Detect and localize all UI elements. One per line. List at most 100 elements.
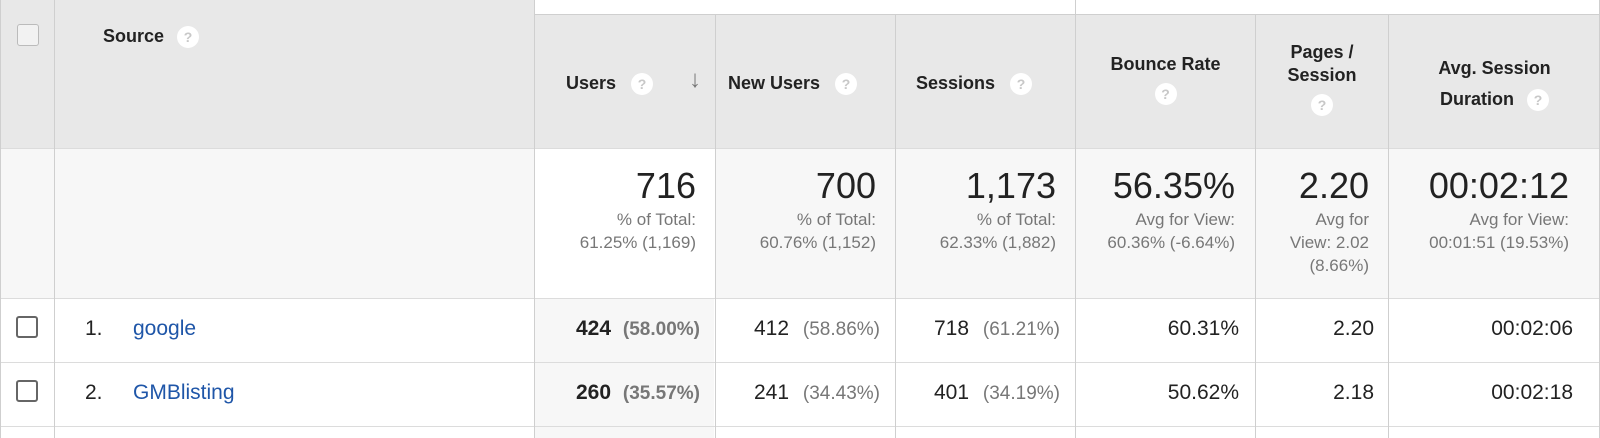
users-column-shade bbox=[534, 298, 714, 438]
users-cell: 260 (35.57%) bbox=[534, 381, 700, 405]
summary-row-left bbox=[0, 148, 534, 298]
sort-descending-icon[interactable]: ↓ bbox=[689, 66, 701, 93]
source-link[interactable]: google bbox=[133, 317, 197, 340]
summary-users-detail: % of Total: 61.25% (1,169) bbox=[534, 208, 696, 254]
summary-pages-session-line2: View: 2.02 bbox=[1289, 233, 1369, 252]
users-column-header[interactable]: Users ? bbox=[566, 73, 654, 96]
summary-pages-session-detail: Avg for View: 2.02 (8.66%) bbox=[1255, 208, 1369, 277]
source-header-label: Source bbox=[103, 26, 165, 46]
summary-new-users-line1: % of Total: bbox=[796, 210, 876, 229]
pages-session-cell: 2.18 bbox=[1333, 381, 1374, 404]
summary-users-line2: 61.25% (1,169) bbox=[579, 233, 696, 252]
pages-session-cell: 2.20 bbox=[1333, 317, 1374, 340]
row-number: 2. bbox=[85, 381, 103, 404]
sessions-percent: (61.21%) bbox=[982, 319, 1060, 340]
divider bbox=[534, 0, 535, 438]
header-top-strip bbox=[534, 0, 1600, 14]
sessions-cell: 401 (34.19%) bbox=[895, 381, 1060, 405]
avg-duration-cell: 00:02:18 bbox=[1491, 381, 1573, 404]
source-column-header[interactable]: Source ? bbox=[103, 26, 200, 49]
pages-session-header-line1: Pages / bbox=[1290, 42, 1354, 62]
summary-avg-duration-line1: Avg for View: bbox=[1469, 210, 1569, 229]
sessions-value: 718 bbox=[934, 317, 970, 340]
bounce-rate-header-label: Bounce Rate bbox=[1110, 54, 1221, 74]
summary-sessions-detail: % of Total: 62.33% (1,882) bbox=[895, 208, 1056, 254]
row-checkbox[interactable] bbox=[16, 316, 38, 338]
new-users-percent: (58.86%) bbox=[802, 319, 880, 340]
sessions-column-header[interactable]: Sessions ? bbox=[916, 73, 1033, 96]
select-all-checkbox[interactable] bbox=[17, 24, 39, 46]
new-users-cell: 241 (34.43%) bbox=[715, 381, 880, 405]
bounce-rate-cell: 60.31% bbox=[1167, 317, 1239, 340]
summary-bounce-rate-detail: Avg for View: 60.36% (-6.64%) bbox=[1075, 208, 1235, 254]
row-number: 1. bbox=[85, 317, 103, 340]
summary-new-users-value: 700 bbox=[815, 165, 876, 206]
summary-pages-session-line3: (8.66%) bbox=[1309, 256, 1369, 275]
help-icon[interactable]: ? bbox=[1527, 89, 1549, 112]
help-icon[interactable]: ? bbox=[631, 73, 654, 96]
divider bbox=[1075, 0, 1076, 438]
divider bbox=[715, 14, 716, 438]
bounce-rate-column-header[interactable]: Bounce Rate ? bbox=[1076, 53, 1255, 106]
avg-duration-header-line2: Duration bbox=[1439, 89, 1514, 109]
help-icon[interactable]: ? bbox=[177, 26, 200, 49]
table-header bbox=[0, 0, 1600, 148]
divider bbox=[54, 0, 55, 438]
help-icon[interactable]: ? bbox=[1311, 94, 1333, 117]
summary-row-right bbox=[715, 148, 1600, 298]
summary-sessions-line2: 62.33% (1,882) bbox=[939, 233, 1056, 252]
divider bbox=[895, 14, 896, 438]
pages-session-header-line2: Session bbox=[1287, 65, 1357, 85]
divider bbox=[0, 426, 1600, 427]
new-users-percent: (34.43%) bbox=[802, 383, 880, 404]
summary-avg-duration-detail: Avg for View: 00:01:51 (19.53%) bbox=[1388, 208, 1569, 254]
divider bbox=[1255, 14, 1256, 438]
summary-new-users-line2: 60.76% (1,152) bbox=[759, 233, 876, 252]
sessions-value: 401 bbox=[934, 381, 970, 404]
pages-session-column-header[interactable]: Pages / Session ? bbox=[1256, 41, 1388, 117]
summary-users-cell bbox=[534, 148, 714, 298]
summary-users-value: 716 bbox=[635, 165, 696, 206]
new-users-value: 412 bbox=[754, 317, 790, 340]
summary-sessions-line1: % of Total: bbox=[976, 210, 1056, 229]
row-checkbox[interactable] bbox=[16, 380, 38, 402]
source-link[interactable]: GMBlisting bbox=[133, 381, 235, 404]
divider bbox=[0, 148, 1600, 149]
avg-duration-cell: 00:02:06 bbox=[1491, 317, 1573, 340]
summary-sessions-value: 1,173 bbox=[965, 165, 1056, 206]
sessions-header-label: Sessions bbox=[916, 73, 996, 93]
new-users-value: 241 bbox=[754, 381, 790, 404]
summary-pages-session-value: 2.20 bbox=[1298, 165, 1369, 206]
summary-bounce-rate-line2: 60.36% (-6.64%) bbox=[1107, 233, 1235, 252]
help-icon[interactable]: ? bbox=[835, 73, 858, 96]
summary-bounce-rate-value: 56.35% bbox=[1112, 165, 1235, 206]
divider bbox=[0, 298, 1600, 299]
users-header-label: Users bbox=[566, 73, 617, 93]
summary-pages-session-line1: Avg for bbox=[1315, 210, 1369, 229]
divider bbox=[0, 362, 1600, 363]
divider bbox=[534, 14, 1600, 15]
users-percent: (58.00%) bbox=[622, 319, 700, 340]
summary-avg-duration-value: 00:02:12 bbox=[1428, 165, 1569, 206]
summary-avg-duration-line2: 00:01:51 (19.53%) bbox=[1429, 233, 1569, 252]
users-cell: 424 (58.00%) bbox=[534, 317, 700, 341]
avg-duration-header-line1: Avg. Session bbox=[1438, 58, 1551, 78]
users-value: 424 bbox=[576, 317, 612, 340]
new-users-cell: 412 (58.86%) bbox=[715, 317, 880, 341]
help-icon[interactable]: ? bbox=[1010, 73, 1033, 96]
sessions-cell: 718 (61.21%) bbox=[895, 317, 1060, 341]
summary-new-users-detail: % of Total: 60.76% (1,152) bbox=[715, 208, 876, 254]
help-icon[interactable]: ? bbox=[1154, 83, 1177, 106]
new-users-column-header[interactable]: New Users ? bbox=[728, 73, 858, 96]
sessions-percent: (34.19%) bbox=[982, 383, 1060, 404]
users-percent: (35.57%) bbox=[622, 383, 700, 404]
new-users-header-label: New Users bbox=[728, 73, 821, 93]
users-value: 260 bbox=[576, 381, 612, 404]
bounce-rate-cell: 50.62% bbox=[1167, 381, 1239, 404]
divider bbox=[1388, 14, 1389, 438]
summary-bounce-rate-line1: Avg for View: bbox=[1135, 210, 1235, 229]
summary-users-line1: % of Total: bbox=[616, 210, 696, 229]
avg-session-duration-column-header[interactable]: Avg. Session Duration ? bbox=[1389, 53, 1600, 115]
divider bbox=[0, 0, 1, 438]
